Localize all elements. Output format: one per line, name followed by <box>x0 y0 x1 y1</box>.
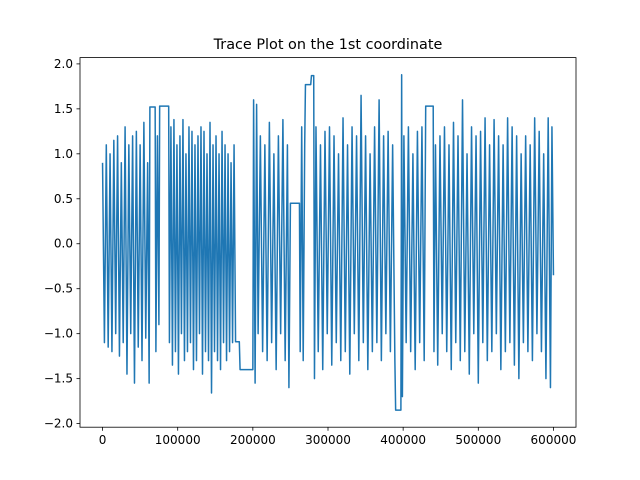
trace-line <box>101 73 555 411</box>
axes-frame <box>79 57 577 428</box>
y-tick-label: −2.0 <box>44 417 73 431</box>
x-tick-label: 400000 <box>380 433 426 447</box>
y-tick-label: 1.0 <box>54 147 73 161</box>
x-tick-label: 0 <box>99 433 107 447</box>
y-tick-label: 0.5 <box>54 192 73 206</box>
x-tick-label: 100000 <box>155 433 201 447</box>
x-tick-label: 300000 <box>305 433 351 447</box>
y-tick-label: 0.0 <box>54 237 73 251</box>
y-tick-label: −1.0 <box>44 327 73 341</box>
chart-title: Trace Plot on the 1st coordinate <box>213 37 443 53</box>
y-tick-label: 1.5 <box>54 102 73 116</box>
x-tick-label: 200000 <box>230 433 276 447</box>
x-tick-label: 600000 <box>531 433 577 447</box>
x-tick-label: 500000 <box>455 433 501 447</box>
y-tick-label: 2.0 <box>54 57 73 71</box>
y-tick-label: −0.5 <box>44 282 73 296</box>
y-tick-label: −1.5 <box>44 372 73 386</box>
